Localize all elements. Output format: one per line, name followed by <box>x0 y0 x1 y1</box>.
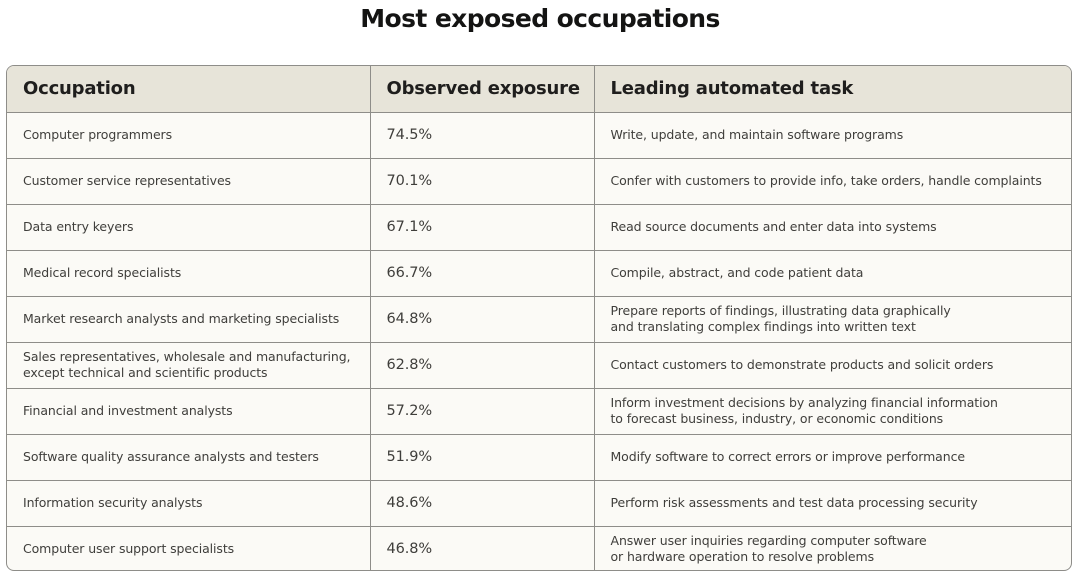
exposure-cell: 48.6% <box>370 480 595 527</box>
task-cell: Contact customers to demonstrate product… <box>594 342 1071 389</box>
task-cell: Confer with customers to provide info, t… <box>594 158 1071 205</box>
task-cell: Compile, abstract, and code patient data <box>594 250 1071 297</box>
table-row: Information security analysts 48.6% Perf… <box>7 480 1071 527</box>
table-row: Customer service representatives 70.1% C… <box>7 158 1071 205</box>
occupations-table: Occupation Observed exposure Leading aut… <box>6 65 1072 571</box>
occupation-cell: Sales representatives, wholesale and man… <box>7 342 371 389</box>
occupation-cell: Data entry keyers <box>7 204 371 251</box>
exposure-cell: 70.1% <box>370 158 595 205</box>
occupation-cell: Computer user support specialists <box>7 526 371 570</box>
table-row: Data entry keyers 67.1% Read source docu… <box>7 204 1071 251</box>
page-title: Most exposed occupations <box>360 4 720 33</box>
header-observed-exposure: Observed exposure <box>370 66 595 113</box>
task-cell: Prepare reports of findings, illustratin… <box>594 296 1071 343</box>
occupation-cell: Medical record specialists <box>7 250 371 297</box>
task-cell: Write, update, and maintain software pro… <box>594 112 1071 159</box>
exposure-cell: 74.5% <box>370 112 595 159</box>
exposure-cell: 67.1% <box>370 204 595 251</box>
exposure-cell: 51.9% <box>370 434 595 481</box>
exposure-cell: 66.7% <box>370 250 595 297</box>
task-cell: Modify software to correct errors or imp… <box>594 434 1071 481</box>
occupation-cell: Market research analysts and marketing s… <box>7 296 371 343</box>
task-cell: Inform investment decisions by analyzing… <box>594 388 1071 435</box>
exposure-cell: 46.8% <box>370 526 595 570</box>
table-row: Sales representatives, wholesale and man… <box>7 342 1071 389</box>
table-row: Market research analysts and marketing s… <box>7 296 1071 343</box>
task-cell: Perform risk assessments and test data p… <box>594 480 1071 527</box>
exposure-cell: 64.8% <box>370 296 595 343</box>
task-cell: Read source documents and enter data int… <box>594 204 1071 251</box>
exposure-cell: 57.2% <box>370 388 595 435</box>
header-leading-automated-task: Leading automated task <box>594 66 1071 113</box>
table-row: Financial and investment analysts 57.2% … <box>7 388 1071 435</box>
table-row: Software quality assurance analysts and … <box>7 434 1071 481</box>
table-row: Computer user support specialists 46.8% … <box>7 526 1071 570</box>
header-occupation: Occupation <box>7 66 371 113</box>
occupation-cell: Computer programmers <box>7 112 371 159</box>
occupations-table-grid: Occupation Observed exposure Leading aut… <box>7 66 1071 570</box>
table-row: Computer programmers 74.5% Write, update… <box>7 112 1071 159</box>
occupation-cell: Information security analysts <box>7 480 371 527</box>
exposure-cell: 62.8% <box>370 342 595 389</box>
task-cell: Answer user inquiries regarding computer… <box>610 533 927 565</box>
table-header-row: Occupation Observed exposure Leading aut… <box>7 66 1071 113</box>
occupation-cell: Customer service representatives <box>7 158 371 205</box>
table-row: Medical record specialists 66.7% Compile… <box>7 250 1071 297</box>
occupation-cell: Financial and investment analysts <box>7 388 371 435</box>
occupation-cell: Software quality assurance analysts and … <box>7 434 371 481</box>
